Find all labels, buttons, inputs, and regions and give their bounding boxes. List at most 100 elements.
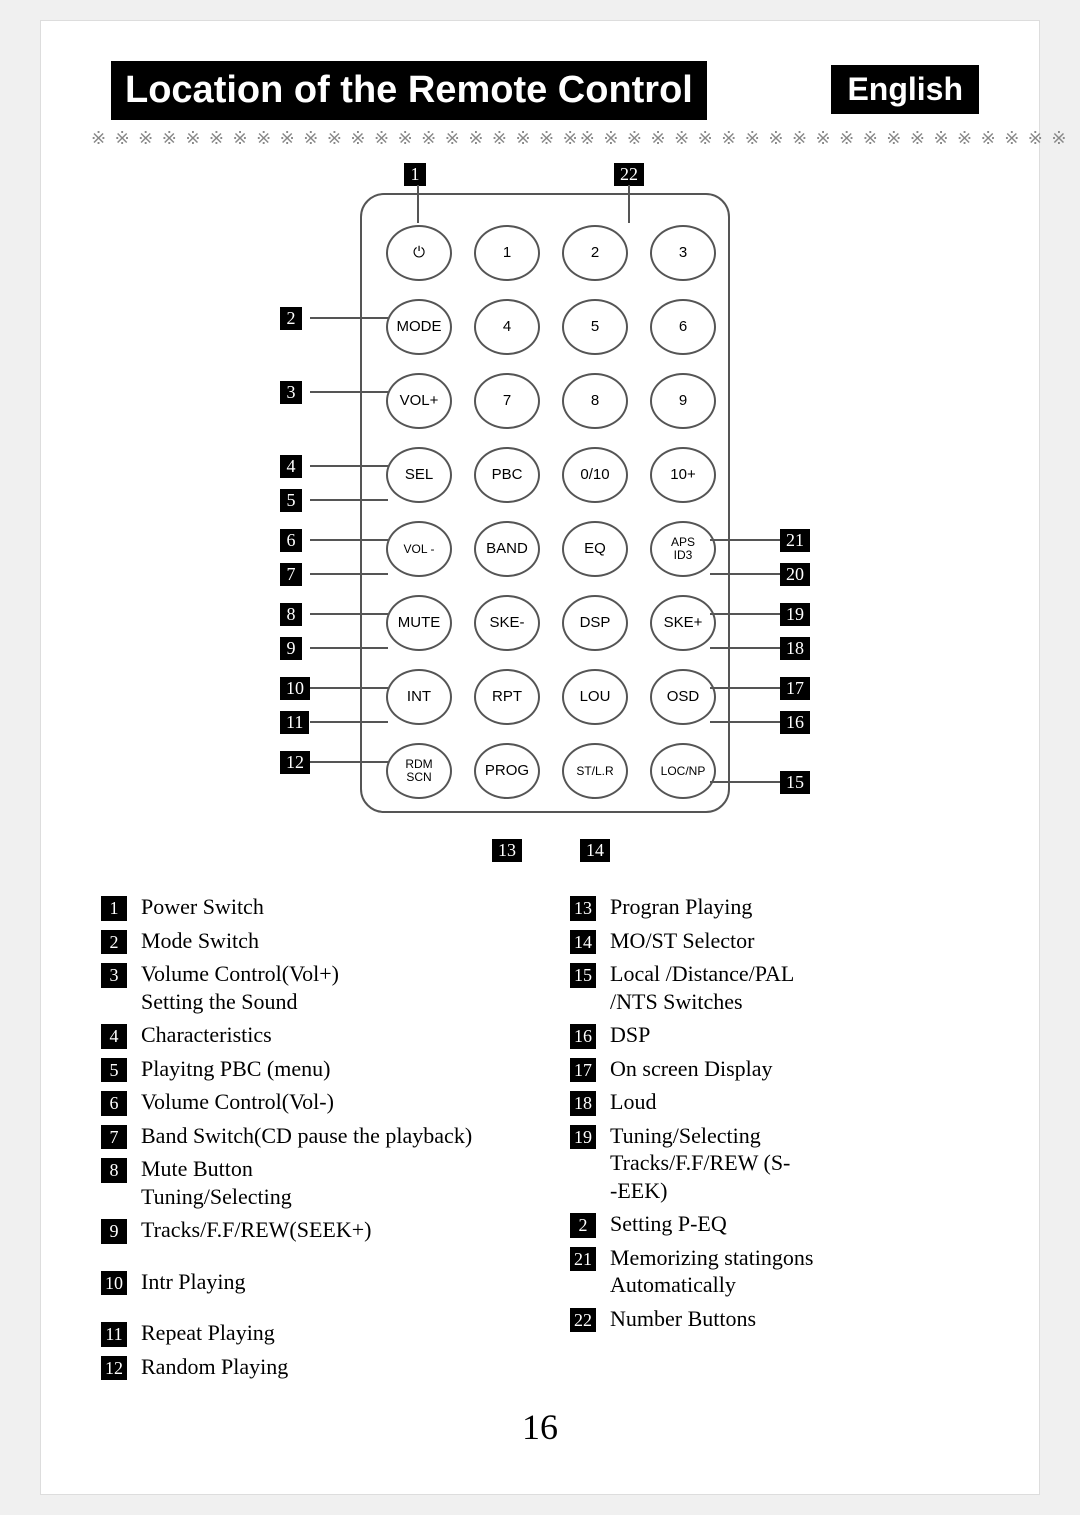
- legend-text: Random Playing: [141, 1353, 510, 1381]
- legend-item-11: 11Repeat Playing: [101, 1319, 510, 1347]
- callout-1: 1: [404, 163, 426, 186]
- page-title: Location of the Remote Control: [111, 61, 707, 120]
- legend-num: 11: [101, 1322, 127, 1347]
- remote-btn-6: 6: [650, 299, 716, 355]
- separator: ※ ※ ※ ※ ※ ※ ※ ※ ※ ※ ※ ※ ※ ※ ※ ※ ※ ※ ※ ※ …: [91, 128, 989, 149]
- remote-btn-sel: SEL: [386, 447, 452, 503]
- legend-num: 19: [570, 1125, 596, 1150]
- remote-btn-1: 1: [474, 225, 540, 281]
- remote-btn-vol: VOL+: [386, 373, 452, 429]
- remote-btn-pbc: PBC: [474, 447, 540, 503]
- remote-btn-: ⏻: [386, 225, 452, 281]
- legend-num: 8: [101, 1158, 127, 1183]
- callout-12: 12: [280, 751, 310, 774]
- remote-diagram: ⏻123MODE456VOL+789SELPBC0/1010+VOL -BAND…: [230, 163, 850, 863]
- legend-text: Power Switch: [141, 893, 510, 921]
- legend-item-17: 17On screen Display: [570, 1055, 979, 1083]
- legend-item-3: 3Volume Control(Vol+)Setting the Sound: [101, 960, 510, 1015]
- callout-4: 4: [280, 455, 302, 478]
- legend-text: MO/ST Selector: [610, 927, 979, 955]
- legend-num: 7: [101, 1125, 127, 1150]
- legend-item-19: 19 Tuning/SelectingTracks/F.F/REW (S--EEK…: [570, 1122, 979, 1205]
- callout-8: 8: [280, 603, 302, 626]
- legend-text: Intr Playing: [141, 1268, 510, 1296]
- legend-text: Local /Distance/PAL/NTS Switches: [610, 960, 979, 1015]
- callout-20: 20: [780, 563, 810, 586]
- callout-17: 17: [780, 677, 810, 700]
- legend-num: 15: [570, 963, 596, 988]
- remote-btn-ske: SKE+: [650, 595, 716, 651]
- legend-text: Memorizing statingonsAutomatically: [610, 1244, 979, 1299]
- legend-text: DSP: [610, 1021, 979, 1049]
- remote-btn-10: 10+: [650, 447, 716, 503]
- remote-btn-3: 3: [650, 225, 716, 281]
- legend-num: 2: [101, 930, 127, 955]
- legend-text: Setting P-EQ: [610, 1210, 979, 1238]
- legend-num: 9: [101, 1219, 127, 1244]
- callout-22: 22: [614, 163, 644, 186]
- legend: 1Power Switch 2 Mode Switch 3Volume Control…: [101, 893, 979, 1386]
- legend-num: 12: [101, 1356, 127, 1381]
- callout-15: 15: [780, 771, 810, 794]
- legend-num: 6: [101, 1091, 127, 1116]
- callout-7: 7: [280, 563, 302, 586]
- legend-num: 5: [101, 1058, 127, 1083]
- legend-num: 21: [570, 1247, 596, 1272]
- legend-text: Number Buttons: [610, 1305, 979, 1333]
- remote-btn-dsp: DSP: [562, 595, 628, 651]
- remote-btn-vol: VOL -: [386, 521, 452, 577]
- callout-16: 16: [780, 711, 810, 734]
- legend-item-2: 2 Mode Switch: [101, 927, 510, 955]
- remote-btn-eq: EQ: [562, 521, 628, 577]
- callout-3: 3: [280, 381, 302, 404]
- remote-btn-apsid3: APSID3: [650, 521, 716, 577]
- legend-item-9: 9 Tracks/F.F/REW(SEEK+): [101, 1216, 510, 1244]
- legend-text: Volume Control(Vol+)Setting the Sound: [141, 960, 510, 1015]
- legend-item-4: 4 Characteristics: [101, 1021, 510, 1049]
- remote-btn-2: 2: [562, 225, 628, 281]
- legend-item-8: 8Mute ButtonTuning/Selecting: [101, 1155, 510, 1210]
- legend-text: Tracks/F.F/REW(SEEK+): [141, 1216, 510, 1244]
- legend-text: Mode Switch: [141, 927, 510, 955]
- remote-btn-rpt: RPT: [474, 669, 540, 725]
- legend-item-14: 14 MO/ST Selector: [570, 927, 979, 955]
- callout-5: 5: [280, 489, 302, 512]
- legend-text: Progran Playing: [610, 893, 979, 921]
- remote-btn-band: BAND: [474, 521, 540, 577]
- callout-14: 14: [580, 839, 610, 862]
- legend-text: Tuning/SelectingTracks/F.F/REW (S--EEK): [610, 1122, 979, 1205]
- page-number: 16: [91, 1406, 989, 1448]
- legend-item-15: 15 Local /Distance/PAL/NTS Switches: [570, 960, 979, 1015]
- legend-item-1: 1Power Switch: [101, 893, 510, 921]
- callout-9: 9: [280, 637, 302, 660]
- remote-btn-stlr: ST/L.R: [562, 743, 628, 799]
- legend-item-10: 10 Intr Playing: [101, 1268, 510, 1296]
- legend-num: 22: [570, 1308, 596, 1333]
- callout-10: 10: [280, 677, 310, 700]
- legend-num: 4: [101, 1024, 127, 1049]
- callout-18: 18: [780, 637, 810, 660]
- remote-btn-mode: MODE: [386, 299, 452, 355]
- legend-item-12: 12 Random Playing: [101, 1353, 510, 1381]
- legend-num: 14: [570, 930, 596, 955]
- legend-text: Volume Control(Vol-): [141, 1088, 510, 1116]
- remote-btn-mute: MUTE: [386, 595, 452, 651]
- remote-btn-8: 8: [562, 373, 628, 429]
- legend-text: Playitng PBC (menu): [141, 1055, 510, 1083]
- remote-btn-osd: OSD: [650, 669, 716, 725]
- callout-6: 6: [280, 529, 302, 552]
- legend-num: 17: [570, 1058, 596, 1083]
- legend-num: 18: [570, 1091, 596, 1116]
- callout-2: 2: [280, 307, 302, 330]
- legend-num: 16: [570, 1024, 596, 1049]
- legend-text: Characteristics: [141, 1021, 510, 1049]
- callout-21: 21: [780, 529, 810, 552]
- legend-item-7: 7Band Switch(CD pause the playback): [101, 1122, 510, 1150]
- legend-item-16: 16 DSP: [570, 1021, 979, 1049]
- legend-item-5: 5 Playitng PBC (menu): [101, 1055, 510, 1083]
- remote-btn-int: INT: [386, 669, 452, 725]
- callout-13: 13: [492, 839, 522, 862]
- legend-item-18: 18Loud: [570, 1088, 979, 1116]
- legend-num: 10: [101, 1271, 127, 1296]
- remote-btn-lou: LOU: [562, 669, 628, 725]
